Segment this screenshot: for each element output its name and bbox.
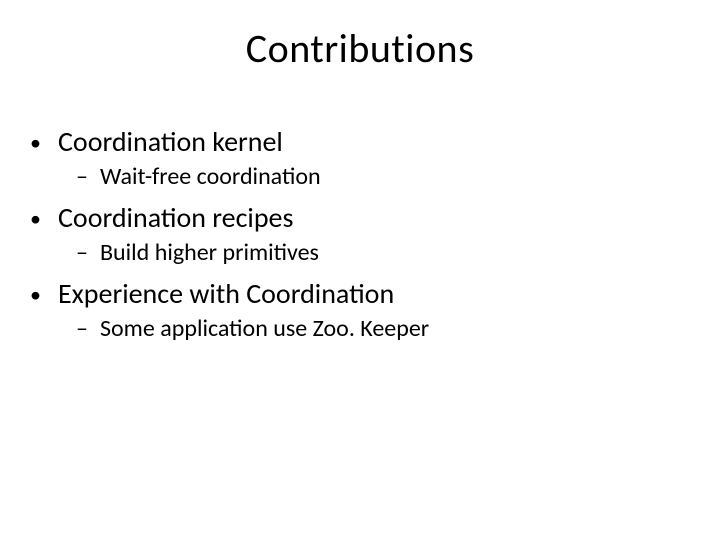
bullet-text: Experience with Coordination bbox=[58, 276, 394, 311]
dash-icon: – bbox=[76, 313, 100, 344]
slide-body: • Coordination kernel – Wait-free coordi… bbox=[30, 118, 690, 353]
subbullet-text: Build higher primitives bbox=[100, 237, 319, 268]
subbullet-text: Some application use Zoo. Keeper bbox=[100, 313, 429, 344]
bullet-level2: – Some application use Zoo. Keeper bbox=[76, 313, 690, 344]
bullet-level1: • Coordination recipes bbox=[30, 200, 690, 235]
bullet-icon: • bbox=[30, 129, 58, 157]
bullet-level2: – Wait-free coordination bbox=[76, 161, 690, 192]
slide-title: Contributions bbox=[0, 24, 720, 73]
dash-icon: – bbox=[76, 237, 100, 268]
bullet-level1: • Experience with Coordination bbox=[30, 276, 690, 311]
bullet-text: Coordination recipes bbox=[58, 200, 293, 235]
slide: Contributions • Coordination kernel – Wa… bbox=[0, 0, 720, 540]
bullet-icon: • bbox=[30, 281, 58, 309]
bullet-level2: – Build higher primitives bbox=[76, 237, 690, 268]
bullet-text: Coordination kernel bbox=[58, 124, 283, 159]
subbullet-text: Wait-free coordination bbox=[100, 161, 321, 192]
bullet-level1: • Coordination kernel bbox=[30, 124, 690, 159]
dash-icon: – bbox=[76, 161, 100, 192]
bullet-icon: • bbox=[30, 205, 58, 233]
